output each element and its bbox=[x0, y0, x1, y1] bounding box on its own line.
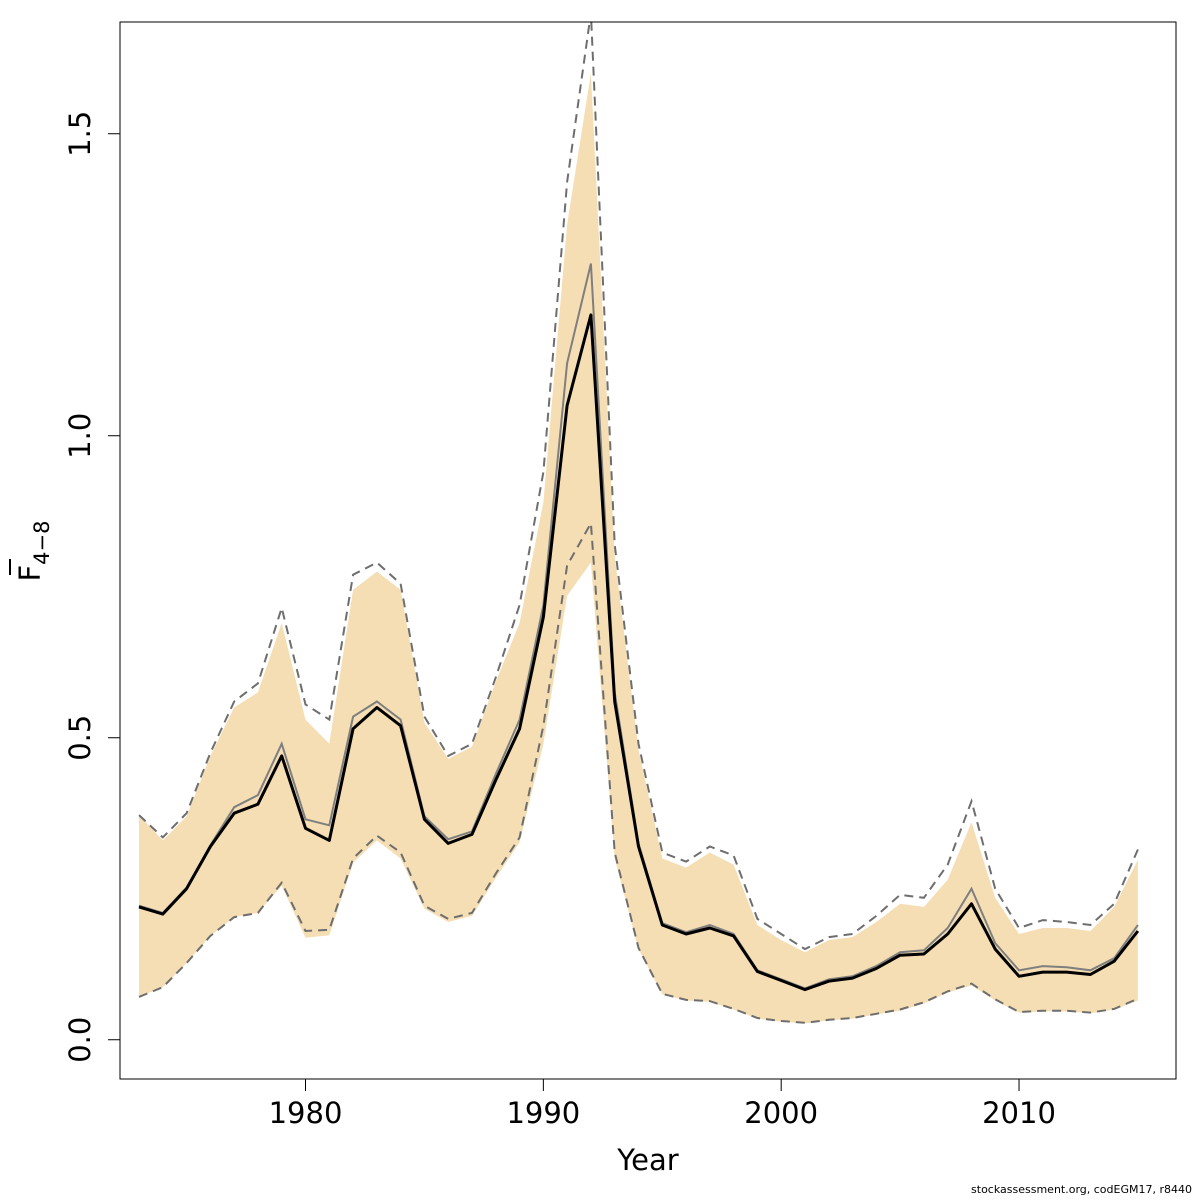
x-tick-label-1980: 1980 bbox=[269, 1096, 343, 1130]
y-tick-label-0.5: 0.5 bbox=[63, 715, 97, 761]
y-tick-label-1.5: 1.5 bbox=[63, 111, 97, 157]
y-tick-label-1.0: 1.0 bbox=[63, 413, 97, 459]
axes: 1980 1990 2000 2010 0.0 0.5 1.0 1.5 bbox=[63, 21, 1177, 1130]
estimate-line bbox=[138, 313, 1140, 992]
footer-credit: stockassessment.org, codEGM17, r8440 bbox=[971, 1183, 1192, 1196]
x-tick-label-2000: 2000 bbox=[744, 1096, 818, 1130]
confidence-band bbox=[139, 73, 1138, 1024]
x-tick-label-2010: 2010 bbox=[982, 1096, 1056, 1130]
x-axis-title: Year bbox=[616, 1143, 678, 1177]
y-axis-title: F4−8 bbox=[9, 520, 54, 582]
plot-area bbox=[138, 22, 1140, 1024]
y-tick-label-0.0: 0.0 bbox=[63, 1017, 97, 1063]
lower-dashed-bound-line bbox=[138, 519, 1139, 1024]
y-axis-title-main: F bbox=[13, 565, 47, 582]
series-group bbox=[138, 22, 1140, 1024]
upper-dashed-bound-line bbox=[138, 22, 1139, 951]
y-axis-title-subscript: 4−8 bbox=[30, 520, 54, 564]
x-tick-label-1990: 1990 bbox=[506, 1096, 580, 1130]
plot-frame bbox=[119, 21, 1177, 1080]
svg-text:F4−8: F4−8 bbox=[13, 520, 54, 581]
